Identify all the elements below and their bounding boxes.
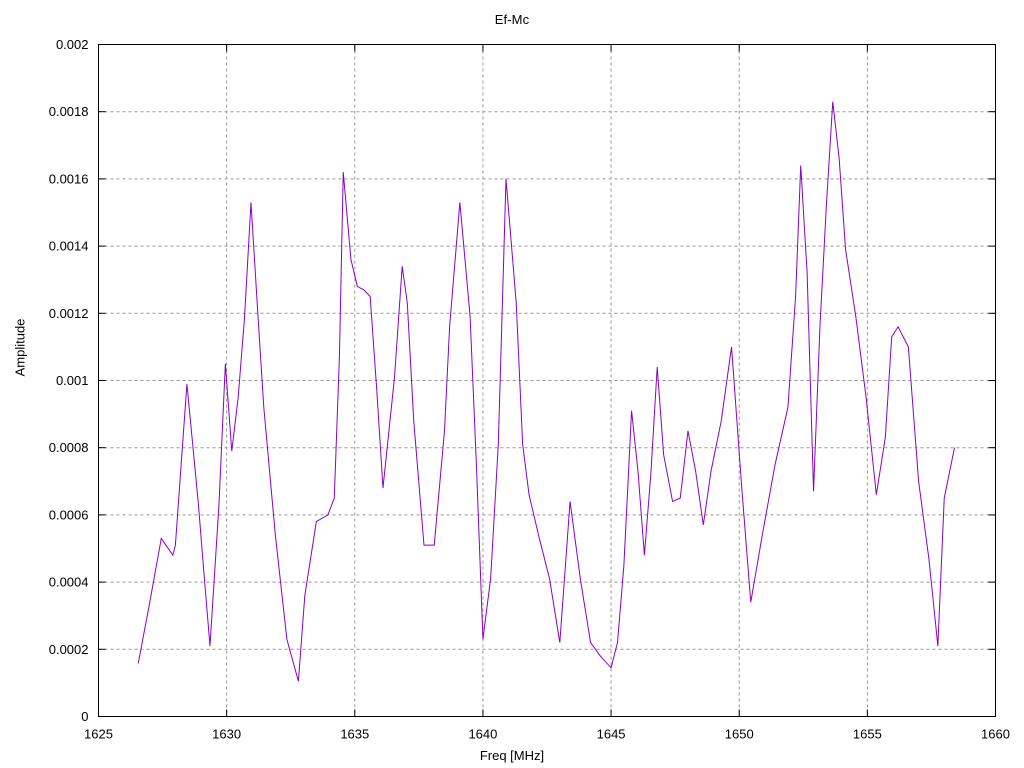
y-tick-label: 0.0012 (49, 306, 89, 321)
x-tick-label: 1635 (340, 727, 369, 742)
x-tick-label: 1655 (853, 727, 882, 742)
x-tick-label: 1660 (981, 727, 1010, 742)
x-tick-label: 1645 (597, 727, 626, 742)
data-series-line (137, 101, 955, 682)
x-axis-label: Freq [MHz] (479, 748, 545, 763)
y-tick-label: 0 (81, 709, 88, 724)
x-tick-label: 1640 (468, 727, 497, 742)
x-tick-label: 1630 (212, 727, 241, 742)
plot-frame (98, 44, 996, 717)
y-tick-label: 0.001 (56, 373, 89, 388)
y-tick-label: 0.002 (56, 37, 89, 52)
y-tick-label: 0.0006 (49, 507, 89, 522)
y-tick-label: 0.0002 (49, 642, 89, 657)
y-tick-label: 0.0018 (49, 104, 89, 119)
y-tick-label: 0.0004 (49, 575, 89, 590)
y-tick-label: 0.0014 (49, 239, 89, 254)
grid-lines (98, 44, 996, 717)
x-axis-ticks: 1625 1630 1635 1640 1645 1650 1655 1660 (84, 44, 1010, 742)
y-tick-label: 0.0016 (49, 171, 89, 186)
x-tick-label: 1650 (725, 727, 754, 742)
y-tick-label: 0.0008 (49, 440, 89, 455)
chart-title: Ef-Mc (494, 12, 530, 27)
y-axis-ticks: 0 0.0002 0.0004 0.0006 0.0008 0.001 0.0012 0.00… (49, 37, 996, 724)
x-tick-label: 1625 (84, 727, 113, 742)
